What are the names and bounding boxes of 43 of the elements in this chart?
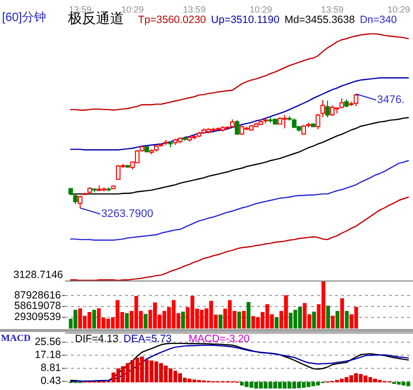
- bar: [274, 317, 279, 329]
- bar: [125, 313, 129, 329]
- text: Up=3510.1190: [211, 14, 280, 26]
- bar: [181, 312, 185, 329]
- text: Md=3455.3638: [284, 14, 355, 26]
- bar: [336, 310, 340, 329]
- bar: [237, 312, 242, 329]
- candlestick: [325, 100, 330, 118]
- bar: [344, 310, 349, 329]
- chart-title: MACD: [1, 334, 31, 344]
- annotation: MACD=-3.20: [188, 333, 250, 345]
- bar: [242, 310, 246, 329]
- series-label: DEA=5.73: [123, 333, 172, 345]
- text: DIF=4.13: [75, 333, 119, 345]
- bar: [218, 314, 222, 329]
- text: 3128.7146: [13, 268, 64, 281]
- y-tick-label: 8.81: [40, 362, 62, 374]
- bar: [144, 314, 148, 329]
- annotation: 3476.: [377, 94, 405, 106]
- y-tick-label: 17.18: [34, 349, 62, 362]
- annotation: 3263.7900: [101, 208, 154, 220]
- y-tick-label: 87928616: [14, 289, 62, 302]
- x-tick-label: 10:29: [250, 4, 272, 14]
- x-tick-label: 13:59: [183, 4, 206, 14]
- bar: [312, 312, 316, 329]
- y-tick-label: 29309539: [14, 311, 62, 324]
- candlestick: [73, 193, 78, 205]
- y-tick-label: 58619078: [14, 300, 62, 312]
- text: Tp=3560.0230: [138, 14, 206, 26]
- candlestick: [234, 120, 240, 136]
- bar: [92, 310, 96, 329]
- x-tick-label: 13:59: [320, 4, 344, 14]
- bar: [340, 298, 344, 329]
- y-tick-label: 25.56: [34, 336, 62, 348]
- x-tick-label: 10:29: [121, 4, 144, 14]
- y-tick-label: 0.43: [40, 375, 62, 388]
- bar: [330, 316, 335, 329]
- bar: [246, 302, 250, 329]
- x-tick-label: 10:29: [388, 4, 410, 14]
- chart-subtitle: [60]分钟: [2, 10, 46, 24]
- text: Dn=340: [360, 14, 398, 26]
- candlestick: [78, 195, 82, 208]
- bar: [326, 306, 330, 329]
